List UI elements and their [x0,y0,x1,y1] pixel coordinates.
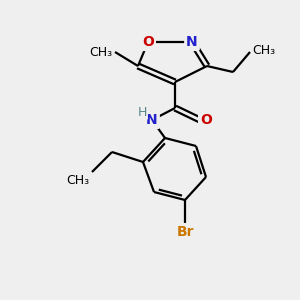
Text: N: N [146,113,158,127]
Text: CH₃: CH₃ [252,44,275,56]
Text: N: N [186,35,198,49]
Text: H: H [137,106,147,118]
Text: CH₃: CH₃ [89,46,112,59]
Text: Br: Br [176,225,194,239]
Text: CH₃: CH₃ [66,174,89,187]
Text: O: O [200,113,212,127]
Text: O: O [142,35,154,49]
